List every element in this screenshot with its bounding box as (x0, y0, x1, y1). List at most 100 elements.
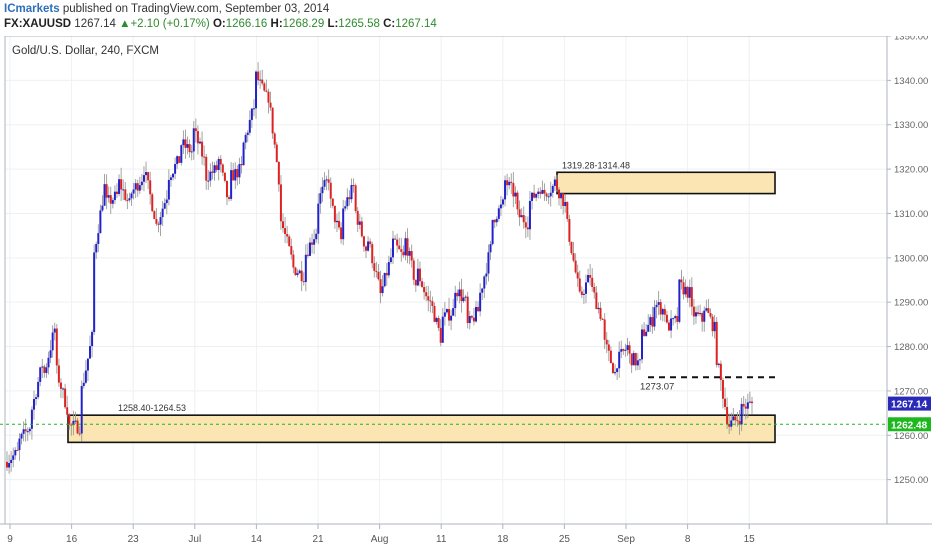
candle-body (228, 197, 231, 199)
chart-background (0, 36, 932, 550)
candle-body (196, 131, 199, 144)
last-price: 1267.14 (74, 18, 116, 30)
candle-body (294, 267, 297, 276)
candle-body (719, 363, 722, 381)
candle-body (265, 90, 268, 92)
candle-body (124, 189, 127, 200)
candle-body (578, 278, 581, 292)
candlesticks (6, 62, 753, 474)
candle-body (232, 170, 235, 181)
candle-body (163, 203, 166, 209)
candle-body (313, 239, 316, 245)
candle-body (421, 281, 424, 288)
candle-body (483, 276, 486, 289)
candle-body (176, 156, 179, 165)
candle-body (12, 455, 15, 460)
candle-body (576, 272, 579, 279)
candle-body (526, 227, 529, 230)
candle-body (213, 165, 216, 173)
candle-body (304, 254, 307, 283)
candle-body (485, 273, 488, 277)
current-price-label: 1267.14 (891, 400, 928, 411)
candle-body (531, 192, 534, 201)
candle-body (738, 421, 741, 425)
candle-body (487, 252, 490, 274)
candle-body (99, 210, 102, 234)
candle-body (402, 251, 405, 256)
candle-body (360, 221, 363, 237)
candle-body (601, 318, 604, 320)
candle-body (721, 380, 724, 399)
candle-body (28, 428, 31, 432)
candle-body (97, 233, 100, 245)
candle-body (470, 316, 473, 318)
candle-body (688, 287, 691, 298)
candle-body (674, 316, 677, 319)
candle-body (335, 220, 338, 223)
candle-body (636, 360, 639, 366)
candle-body (292, 254, 295, 268)
candle-body (651, 317, 654, 327)
y-tick-label: 1260.00 (894, 431, 928, 442)
candle-body (497, 208, 500, 219)
candle-body (672, 318, 675, 320)
candle-body (595, 292, 598, 310)
publisher-name[interactable]: ICmarkets (4, 3, 60, 15)
price-chart[interactable]: 1319.28-1314.48 1258.40-1264.53 1273.07 1… (0, 36, 932, 550)
candle-body (566, 201, 569, 220)
candle-body (632, 353, 635, 366)
candle-body (481, 288, 484, 293)
zone-box (67, 414, 776, 444)
candle-body (614, 372, 617, 374)
candle-body (47, 357, 50, 368)
candle-body (398, 245, 401, 250)
candle-body (597, 307, 600, 310)
chart-grid (5, 36, 887, 524)
candle-body (751, 401, 753, 404)
candle-body (404, 238, 407, 256)
candle-body (431, 301, 434, 306)
candle-body (365, 246, 368, 251)
candle-body (136, 183, 139, 191)
candle-body (543, 189, 546, 194)
candle-body (107, 195, 110, 198)
candle-body (86, 358, 89, 371)
candle-body (560, 193, 563, 199)
candle-body (383, 272, 386, 287)
candle-body (589, 275, 592, 278)
candle-body (10, 459, 13, 464)
x-tick-label: 15 (744, 534, 756, 545)
candle-body (277, 161, 280, 185)
symbol-label[interactable]: FX:XAUUSD (4, 18, 72, 30)
candle-body (6, 461, 8, 468)
candle-body (327, 179, 330, 183)
candle-body (547, 196, 550, 198)
candle-body (418, 268, 421, 282)
candle-body (91, 331, 94, 347)
candle-body (211, 171, 214, 173)
candle-body (201, 141, 204, 157)
x-tick-label: 16 (66, 534, 78, 545)
candle-body (244, 134, 247, 143)
candle-body (111, 200, 114, 204)
candle-body (740, 403, 743, 425)
candle-body (593, 286, 596, 293)
candle-body (45, 367, 48, 373)
candle-body (186, 144, 189, 148)
candle-body (53, 328, 56, 333)
candle-body (140, 181, 143, 186)
candle-body (259, 79, 262, 81)
candle-body (174, 164, 177, 174)
x-tick-label: 9 (7, 534, 13, 545)
candle-body (439, 327, 442, 343)
candle-body (711, 316, 714, 332)
candle-body (120, 179, 123, 190)
candle-body (437, 318, 440, 328)
candle-body (8, 463, 11, 468)
candle-body (306, 254, 309, 256)
candle-body (342, 208, 345, 240)
candle-body (130, 193, 133, 199)
candle-body (203, 156, 206, 158)
candle-body (373, 263, 376, 271)
candle-body (269, 102, 272, 108)
